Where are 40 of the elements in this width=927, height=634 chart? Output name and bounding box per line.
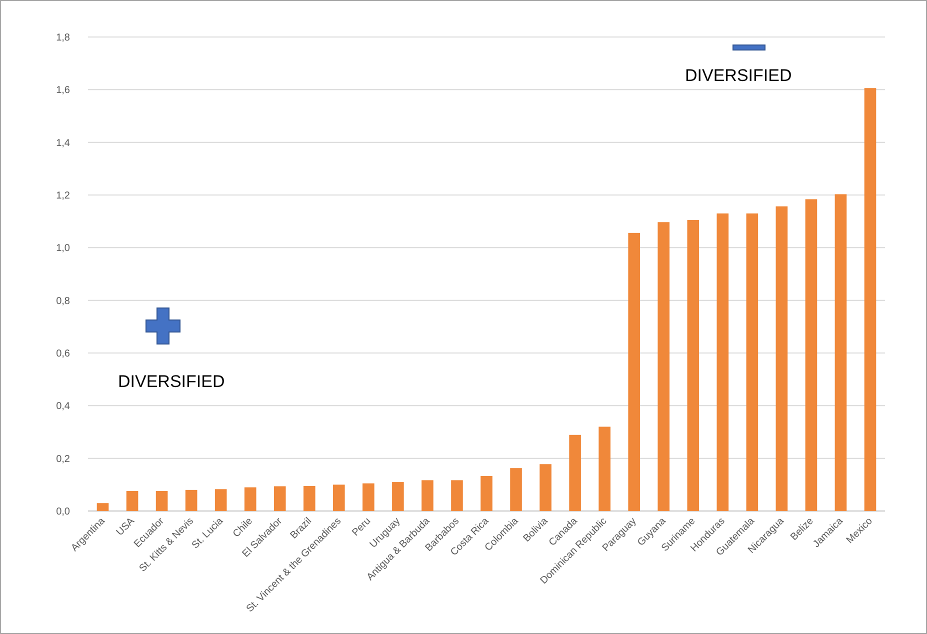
y-tick-label: 0,4 <box>56 401 70 412</box>
bar <box>746 213 758 511</box>
bar <box>451 480 463 511</box>
x-tick-label: USA <box>114 516 138 538</box>
bar <box>126 490 138 511</box>
bar <box>628 232 640 511</box>
y-tick-label: 1,8 <box>56 32 70 44</box>
bar <box>392 482 404 511</box>
bar <box>303 486 316 511</box>
y-tick-label: 0,2 <box>56 454 70 465</box>
bar <box>185 490 198 511</box>
bar <box>716 213 729 511</box>
bar <box>834 194 847 511</box>
y-tick-label: 1,6 <box>56 85 70 96</box>
bar <box>687 220 700 511</box>
bar <box>805 199 818 511</box>
bar <box>569 434 581 511</box>
bar <box>214 489 227 511</box>
bar <box>480 476 492 511</box>
y-tick-label: 0,8 <box>56 296 70 307</box>
bar <box>658 222 670 511</box>
bar <box>776 206 788 511</box>
y-tick-label: 1,0 <box>56 243 70 254</box>
bar <box>96 503 109 511</box>
bar <box>598 426 610 511</box>
bar <box>540 464 552 511</box>
bar <box>333 484 345 511</box>
annotation: DIVERSIFIED <box>685 66 792 85</box>
y-tick-label: 1,2 <box>56 190 70 202</box>
bar <box>244 487 256 511</box>
bar <box>422 480 434 511</box>
bar <box>156 490 168 511</box>
bar <box>274 486 286 511</box>
y-tick-label: 0,0 <box>56 506 70 518</box>
y-tick-label: 0,6 <box>56 348 70 360</box>
annotation: DIVERSIFIED <box>118 372 225 391</box>
bar <box>864 88 876 511</box>
bar <box>362 483 374 511</box>
y-tick-label: 1,4 <box>56 138 70 149</box>
bar <box>510 468 522 511</box>
